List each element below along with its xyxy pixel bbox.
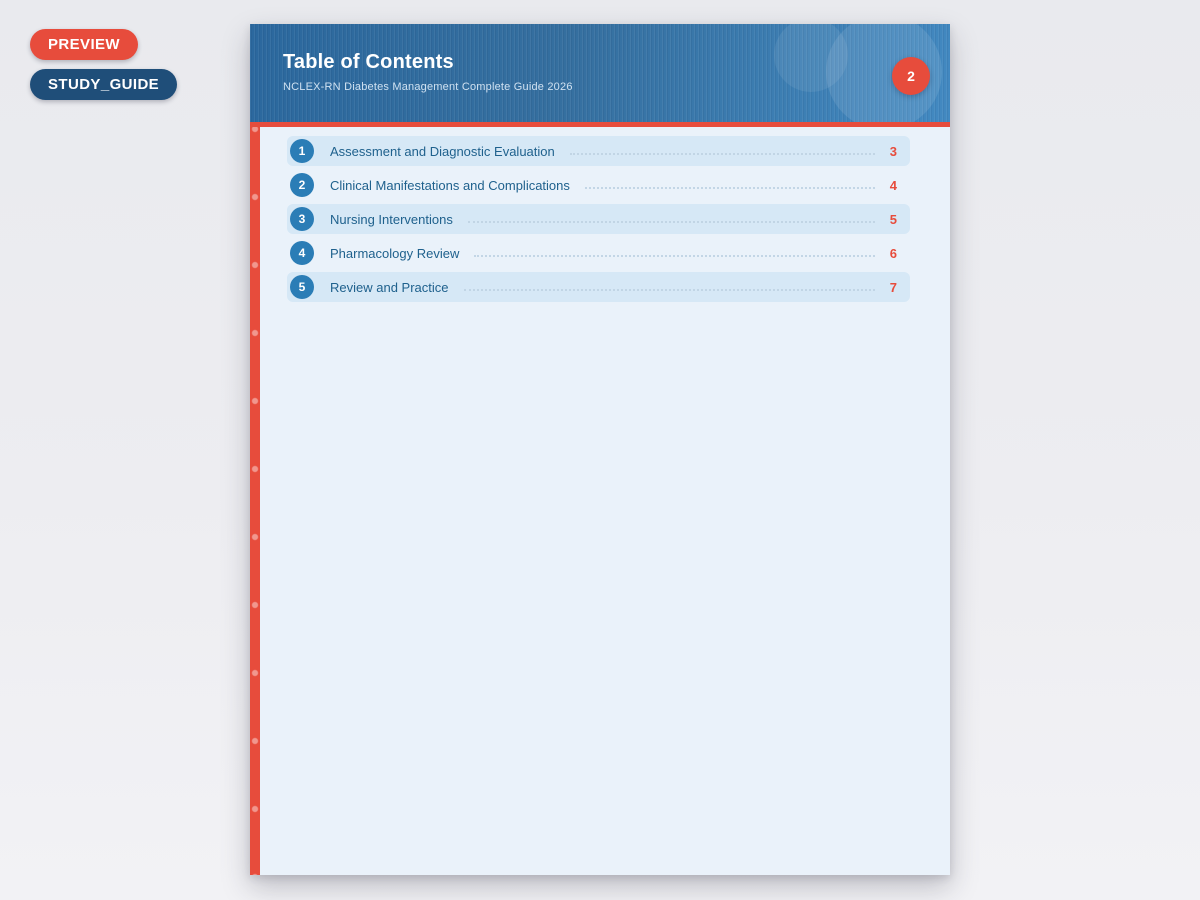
toc-entry-page: 6 bbox=[889, 245, 897, 261]
toc-entry-title: Nursing Interventions bbox=[330, 211, 453, 227]
left-accent-stripe bbox=[250, 127, 260, 875]
toc-leader-dots bbox=[467, 221, 875, 223]
toc-entry-title: Pharmacology Review bbox=[330, 245, 460, 261]
toc-entry-page: 5 bbox=[889, 211, 897, 227]
document-page: Table of Contents NCLEX-RN Diabetes Mana… bbox=[250, 24, 950, 875]
toc-entry-page: 7 bbox=[889, 279, 897, 295]
document-header: Table of Contents NCLEX-RN Diabetes Mana… bbox=[250, 24, 950, 122]
toc-entry-page: 4 bbox=[889, 177, 897, 193]
toc-entry-number: 4 bbox=[290, 241, 314, 265]
preview-badge: PREVIEW bbox=[30, 29, 138, 60]
toc-entry[interactable]: 3 Nursing Interventions 5 bbox=[287, 204, 910, 234]
decorative-circle-icon bbox=[774, 24, 848, 92]
toc-entry-number: 2 bbox=[290, 173, 314, 197]
toc-list: 1 Assessment and Diagnostic Evaluation 3… bbox=[287, 136, 910, 302]
toc-entry[interactable]: 2 Clinical Manifestations and Complicati… bbox=[287, 170, 910, 200]
toc-entry[interactable]: 4 Pharmacology Review 6 bbox=[287, 238, 910, 268]
toc-entry-title: Assessment and Diagnostic Evaluation bbox=[330, 143, 555, 159]
accent-divider bbox=[250, 122, 950, 127]
toc-entry-title: Review and Practice bbox=[330, 279, 449, 295]
toc-leader-dots bbox=[584, 187, 875, 189]
study-guide-badge: STUDY_GUIDE bbox=[30, 69, 178, 100]
toc-leader-dots bbox=[569, 153, 875, 155]
page-title: Table of Contents bbox=[283, 51, 454, 73]
toc-leader-dots bbox=[463, 289, 875, 291]
toc-entry-number: 5 bbox=[290, 275, 314, 299]
toc-entry[interactable]: 5 Review and Practice 7 bbox=[287, 272, 910, 302]
page-number-badge: 2 bbox=[892, 57, 930, 95]
toc-entry-number: 1 bbox=[290, 139, 314, 163]
toc-entry-number: 3 bbox=[290, 207, 314, 231]
toc-entry[interactable]: 1 Assessment and Diagnostic Evaluation 3 bbox=[287, 136, 910, 166]
toc-entry-page: 3 bbox=[889, 143, 897, 159]
page-subtitle: NCLEX-RN Diabetes Management Complete Gu… bbox=[283, 81, 573, 93]
toc-entry-title: Clinical Manifestations and Complication… bbox=[330, 177, 570, 193]
toc-leader-dots bbox=[474, 255, 875, 257]
